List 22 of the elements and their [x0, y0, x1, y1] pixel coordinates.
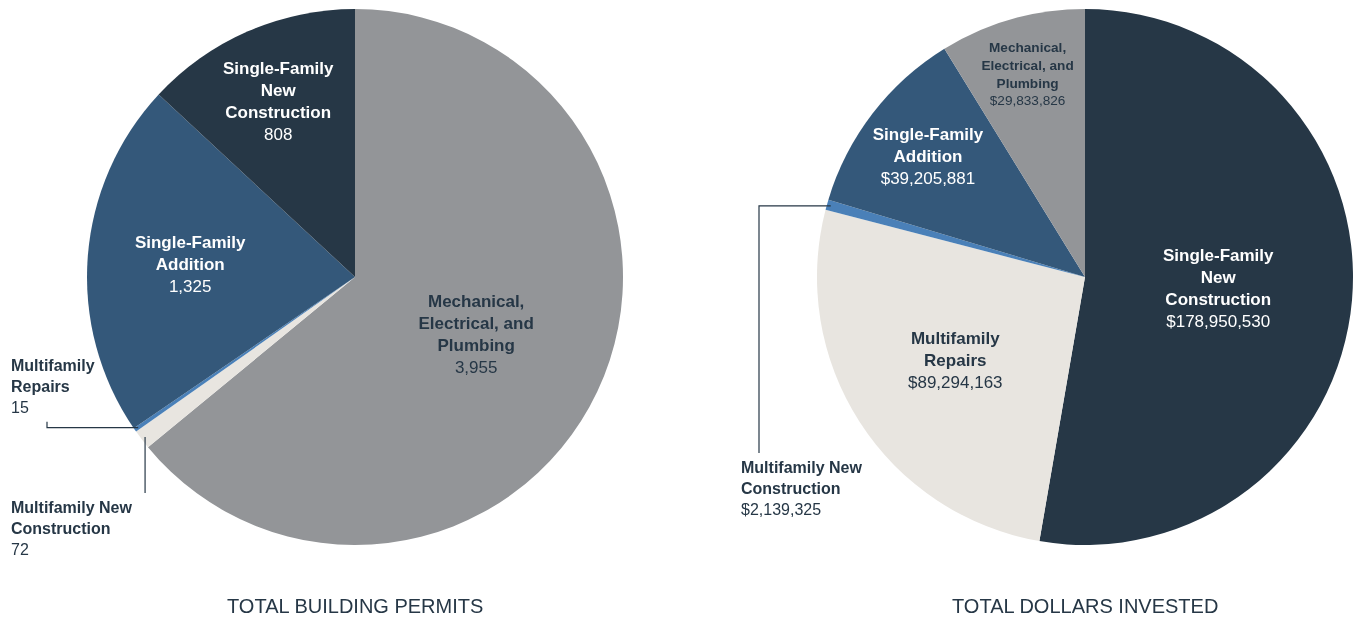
slice-label: Single-Family New Construction [1162, 245, 1275, 309]
data-label: 15 [11, 398, 29, 416]
data-label: $39,205,881 [880, 169, 976, 189]
text: TOTAL BUILDING PERMITS [227, 595, 484, 617]
slice-label: Single-Family Addition [872, 124, 984, 166]
data-label: $178,950,530 [1166, 312, 1271, 332]
slice-label: Multifamily New Construction [741, 459, 863, 497]
slice-label: Multifamily Repairs [11, 357, 95, 395]
slice-label: Single-Family New Construction [222, 58, 335, 123]
slice-label: Multifamily Repairs [910, 329, 1001, 371]
slice-label: Single-Family Addition [134, 233, 246, 275]
slice-label: Mechanical, Electrical, and Plumbing [418, 291, 534, 355]
slice-label: Multifamily New Construction [11, 499, 133, 537]
data-label: 3,955 [454, 357, 498, 377]
text: TOTAL DOLLARS INVESTED [952, 595, 1219, 617]
data-label: 808 [264, 125, 293, 145]
data-label: $89,294,163 [908, 373, 1003, 393]
data-label: $29,833,826 [989, 93, 1066, 109]
slice-label: Mechanical, Electrical, and Plumbing [981, 40, 1074, 91]
data-label: 1,325 [168, 277, 212, 297]
data-label: 72 [11, 540, 29, 558]
data-label: $2,139,325 [741, 500, 822, 518]
